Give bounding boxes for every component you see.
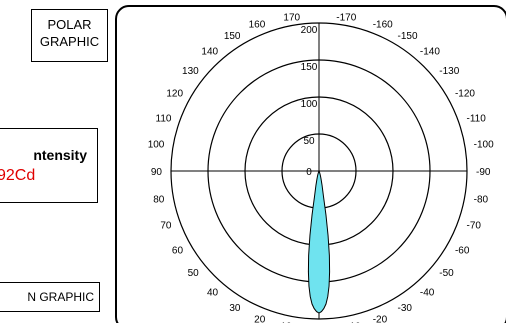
angle-label-right--160: -160 bbox=[373, 19, 393, 30]
angle-label-right--70: -70 bbox=[467, 221, 482, 232]
angle-label-right--140: -140 bbox=[420, 47, 440, 58]
ring-label-200: 200 bbox=[301, 25, 318, 36]
angle-label-left-80: 80 bbox=[153, 194, 165, 205]
angle-label-left-50: 50 bbox=[188, 268, 200, 279]
angle-label-right--40: -40 bbox=[420, 287, 435, 298]
angle-label-left-120: 120 bbox=[166, 89, 183, 100]
intensity-title: ntensity bbox=[33, 147, 87, 163]
intensity-lobe bbox=[307, 169, 331, 314]
ring-label-50: 50 bbox=[303, 136, 315, 147]
angle-label-right--130: -130 bbox=[439, 66, 459, 77]
angle-label-right--170: -170 bbox=[336, 12, 356, 23]
angle-label-left-130: 130 bbox=[182, 66, 199, 77]
polar-graphic-line1: POLAR bbox=[47, 17, 92, 32]
polar-graphic-line2: GRAPHIC bbox=[39, 34, 100, 49]
angle-label-right--110: -110 bbox=[467, 113, 487, 124]
angle-label-right--60: -60 bbox=[455, 246, 470, 257]
angle-label-left-150: 150 bbox=[224, 31, 241, 42]
intensity-panel: ntensity 92Cd bbox=[0, 128, 98, 203]
polar-graphic-label: POLAR GRAPHIC bbox=[31, 9, 108, 62]
angle-label-left-160: 160 bbox=[249, 19, 266, 30]
angle-label-left-70: 70 bbox=[160, 221, 172, 232]
angle-label-left-60: 60 bbox=[172, 246, 184, 257]
angle-label-right--50: -50 bbox=[439, 268, 454, 279]
angle-label-left-40: 40 bbox=[207, 287, 219, 298]
angle-label-left-10: 10 bbox=[281, 322, 293, 323]
angle-label-left-30: 30 bbox=[229, 303, 241, 314]
angle-label-right--80: -80 bbox=[474, 194, 489, 205]
angle-label-right--120: -120 bbox=[455, 89, 475, 100]
angle-label-left-140: 140 bbox=[201, 47, 218, 58]
polar-chart-frame: 50 100 150 200 0 170 160 150 140 130 120 110 100 90 8… bbox=[115, 5, 506, 323]
ring-label-100: 100 bbox=[301, 99, 318, 110]
graphic-tab[interactable]: N GRAPHIC bbox=[0, 282, 100, 312]
intensity-value: 92Cd bbox=[0, 167, 36, 184]
angle-label-left-20: 20 bbox=[254, 315, 266, 323]
ring-label-150: 150 bbox=[301, 62, 318, 73]
angle-label-right--100: -100 bbox=[474, 140, 494, 151]
angle-label-right--90: -90 bbox=[476, 167, 491, 178]
angle-label-left-100: 100 bbox=[148, 140, 165, 151]
angle-label-right--10: -10 bbox=[346, 322, 361, 323]
angle-label-left-90: 90 bbox=[151, 167, 163, 178]
angle-label-left-110: 110 bbox=[156, 113, 172, 124]
angle-label-left-170: 170 bbox=[283, 12, 300, 23]
center-label: 0 bbox=[306, 167, 312, 178]
angle-label-right--150: -150 bbox=[398, 31, 418, 42]
angle-label-right--20: -20 bbox=[373, 315, 388, 323]
angle-label-right--30: -30 bbox=[398, 303, 413, 314]
graphic-tab-label: N GRAPHIC bbox=[27, 290, 94, 304]
